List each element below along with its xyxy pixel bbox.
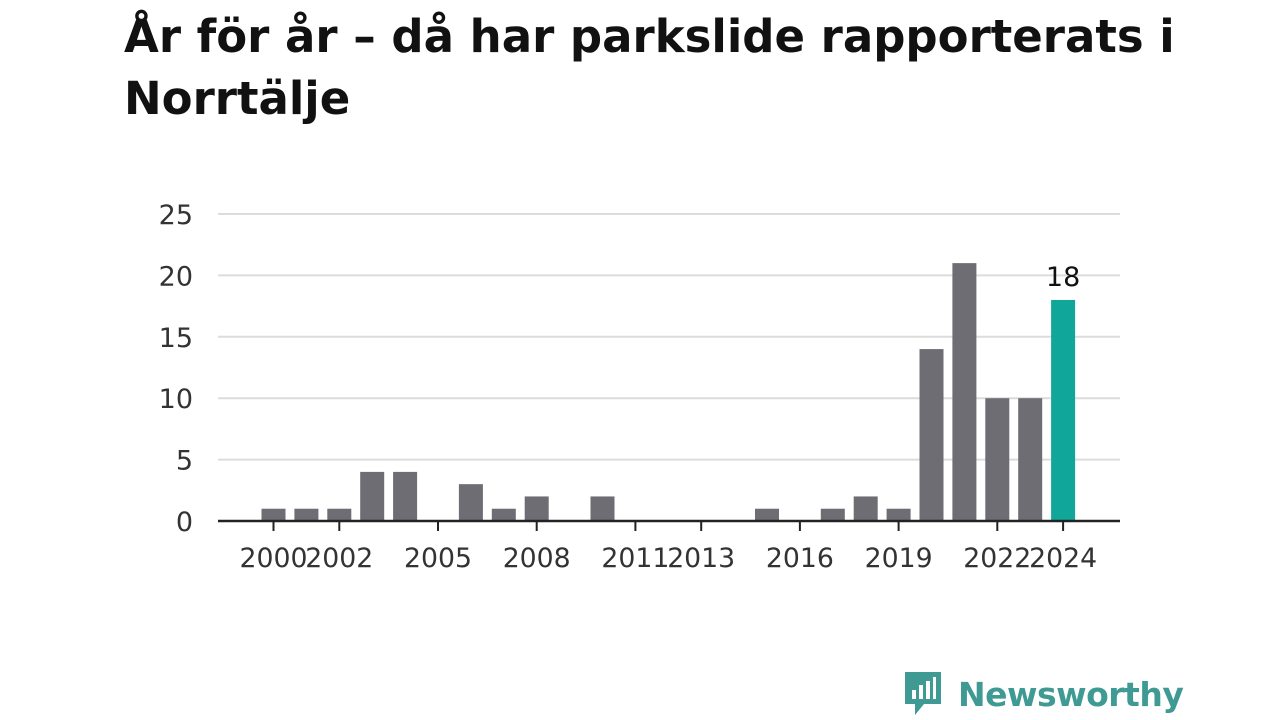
bar-2021	[952, 263, 977, 521]
x-tick-label: 2008	[503, 543, 571, 574]
bar-2003	[360, 471, 385, 521]
bars	[261, 263, 1076, 521]
x-tick-label: 2019	[865, 543, 933, 574]
bar-2015	[755, 508, 779, 521]
data-labels: 18	[1046, 262, 1080, 293]
newsworthy-logo-text: Newsworthy	[958, 674, 1184, 714]
bar-2020	[919, 349, 944, 521]
y-tick-label: 5	[176, 446, 193, 477]
x-tick-label: 2022	[963, 543, 1031, 574]
newsworthy-logo: Newsworthy	[902, 670, 1184, 718]
x-tick-label: 2002	[305, 543, 373, 574]
x-tick-label: 2013	[667, 543, 735, 574]
x-tick-label: 2005	[404, 543, 472, 574]
bar-2001	[294, 508, 319, 521]
bar-2024	[1051, 299, 1076, 521]
y-tick-label: 20	[159, 261, 193, 292]
y-tick-label: 25	[159, 200, 193, 231]
y-tick-label: 10	[159, 384, 193, 415]
y-tick-label: 0	[176, 507, 193, 538]
bar-2002	[327, 508, 352, 521]
x-tick-label: 2024	[1029, 543, 1097, 574]
data-label-2024: 18	[1046, 262, 1080, 293]
x-tick-label: 2011	[601, 543, 669, 574]
bar-2023	[1018, 398, 1043, 521]
bar-2000	[261, 508, 286, 521]
bar-2007	[491, 508, 516, 521]
bar-2006	[458, 484, 483, 521]
bar-2019	[886, 508, 911, 521]
x-tick-label: 2016	[766, 543, 834, 574]
bar-2017	[820, 508, 845, 521]
gridlines	[218, 213, 1120, 461]
newsworthy-logo-icon	[905, 672, 941, 715]
y-axis-ticks: 0 5 10 15 20 25	[159, 200, 193, 538]
bar-2018	[853, 496, 878, 521]
y-tick-label: 15	[159, 323, 193, 354]
bar-2008	[524, 496, 549, 521]
bar-2022	[985, 398, 1010, 521]
chart-title: År för år – då har parkslide rapporterat…	[124, 10, 1175, 125]
bar-2004	[393, 471, 418, 521]
bar-2010	[590, 496, 615, 521]
x-tick-label: 2000	[240, 543, 308, 574]
